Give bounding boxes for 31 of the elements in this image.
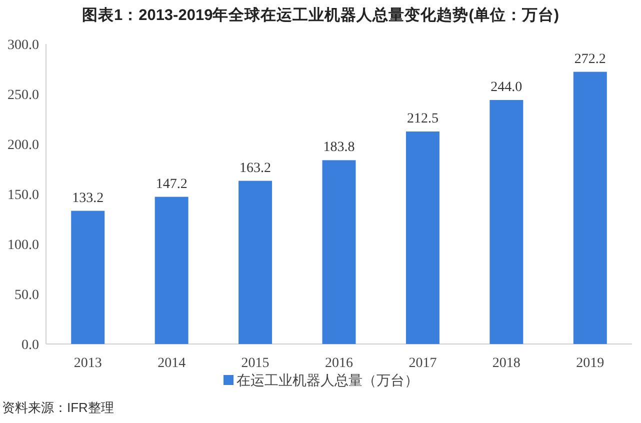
x-tick-label: 2013 [74, 356, 102, 371]
x-tick-label: 2017 [408, 356, 437, 371]
data-label: 212.5 [406, 112, 438, 126]
x-tick-label: 2015 [241, 356, 270, 371]
y-tick-label: 150.0 [8, 188, 39, 203]
y-tick-label: 250.0 [8, 88, 39, 103]
bar [322, 160, 356, 344]
data-label: 147.2 [156, 176, 188, 192]
bar [573, 72, 607, 344]
data-label: 163.2 [240, 160, 272, 176]
data-label: 244.0 [490, 80, 522, 95]
x-tick-label: 2014 [158, 356, 186, 371]
y-tick-label: 300.0 [8, 38, 39, 53]
x-tick-label: 2019 [576, 356, 604, 371]
y-tick-label: 200.0 [8, 138, 39, 153]
text: 资料来源：IFR整理 [2, 400, 114, 415]
bar [154, 196, 188, 344]
data-label: 183.8 [323, 140, 355, 156]
bar [71, 210, 105, 344]
data-label: 133.2 [72, 190, 104, 206]
x-tick-label: 2018 [492, 356, 520, 371]
bar [490, 100, 524, 344]
bar [238, 180, 272, 344]
y-tick-label: 100.0 [8, 238, 39, 253]
legend-label: 在运工业机器人总量（万台） [236, 372, 418, 388]
data-label: 272.2 [574, 52, 606, 67]
chart-title: 图表1：2013-2019年全球在运工业机器人总量变化趋势(单位：万台) [82, 6, 560, 24]
y-tick-label: 0.0 [22, 338, 39, 353]
bar [406, 132, 440, 344]
y-tick-label: 50.0 [14, 288, 39, 303]
x-tick-label: 2016 [325, 356, 353, 371]
